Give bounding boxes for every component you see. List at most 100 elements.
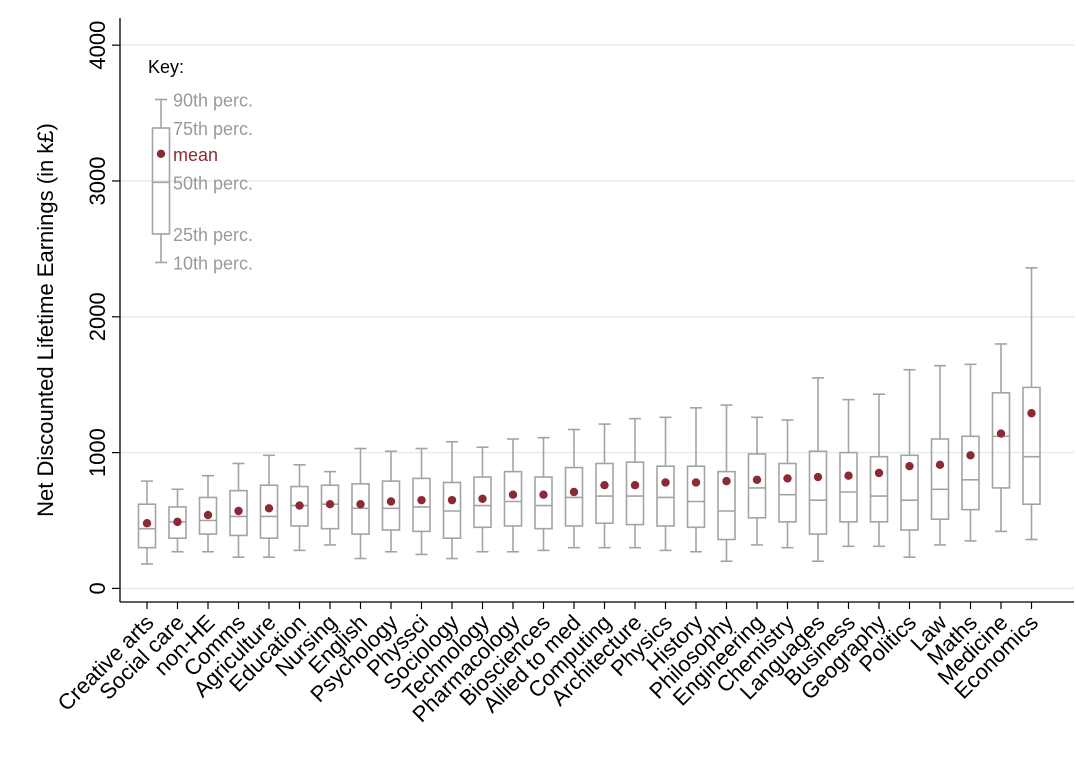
y-axis-label: Net Discounted Lifetime Earnings (in k£)	[33, 123, 58, 517]
mean-dot	[325, 500, 335, 509]
iqr-box	[625, 461, 645, 526]
iqr-box	[259, 484, 279, 539]
iqr-box	[473, 476, 492, 529]
mean-dot	[156, 149, 166, 159]
mean-dot	[630, 481, 640, 490]
box-19	[717, 404, 736, 563]
mean-dot	[1027, 409, 1036, 418]
mean-dot	[691, 478, 701, 487]
box-22	[808, 377, 828, 563]
box-11	[473, 446, 492, 553]
mean-dot	[539, 490, 548, 499]
key-label-p50: 50th perc.	[173, 173, 253, 193]
box-9	[412, 447, 431, 556]
iqr-box	[229, 489, 248, 537]
iqr-box	[930, 438, 950, 520]
iqr-box	[503, 470, 523, 527]
mean-dot	[417, 495, 426, 505]
mean-dot	[478, 494, 487, 503]
iqr-box	[534, 476, 553, 530]
box-16	[625, 417, 645, 549]
mean-dot	[386, 497, 396, 506]
mean-dot	[569, 487, 579, 497]
box-29	[1022, 267, 1041, 541]
box-15	[595, 423, 614, 549]
box-20	[747, 416, 767, 546]
mean-dot	[447, 495, 457, 505]
box-17	[656, 416, 675, 552]
iqr-box	[412, 477, 431, 533]
mean-dot	[234, 506, 243, 516]
grid-lines	[120, 44, 1074, 590]
iqr-box	[198, 496, 218, 535]
axes: 0 1000 2000 3000 4000	[85, 18, 1074, 609]
mean-dot	[844, 471, 853, 480]
iqr-box	[961, 435, 980, 511]
mean-dot	[173, 517, 182, 527]
y-tick-label: 3000	[85, 157, 110, 206]
box-4	[259, 454, 279, 558]
mean-dot	[996, 429, 1006, 438]
box-28	[991, 343, 1011, 533]
box-0	[137, 480, 157, 565]
box-25	[900, 368, 919, 558]
mean-dot	[264, 504, 274, 513]
iqr-box	[869, 455, 889, 523]
mean-dot	[813, 472, 823, 482]
mean-dot	[661, 478, 670, 487]
iqr-box	[320, 484, 340, 530]
box-1	[168, 488, 187, 553]
mean-dot	[295, 501, 304, 510]
key-label-p75: 75th perc.	[173, 119, 253, 139]
box-23	[839, 398, 858, 548]
mean-dot	[905, 461, 914, 471]
mean-dot	[600, 481, 609, 490]
iqr-box	[686, 465, 706, 529]
box-27	[961, 363, 980, 542]
mean-dot	[356, 500, 365, 509]
iqr-box	[1022, 386, 1041, 506]
key-label-p90: 90th perc.	[173, 90, 253, 110]
iqr-box	[747, 453, 767, 519]
mean-dot	[752, 475, 762, 484]
key-label-p10: 10th perc.	[173, 253, 253, 273]
y-tick-label: 1000	[85, 428, 110, 477]
key-label-p25: 25th perc.	[173, 225, 253, 245]
key-title: Key:	[148, 57, 184, 77]
key-label-mean: mean	[173, 145, 218, 165]
iqr-box	[151, 127, 171, 235]
box-21	[778, 419, 797, 549]
box-5	[290, 464, 309, 552]
mean-dot	[722, 476, 731, 486]
box-6	[320, 470, 340, 546]
key-legend: Key: 90th perc. 75th perc. mean 50th perc. 25…	[148, 57, 253, 273]
box-8	[381, 450, 401, 553]
iqr-box	[778, 462, 797, 523]
box-24	[869, 393, 889, 548]
box-26	[930, 364, 950, 546]
iqr-box	[717, 470, 736, 541]
box-key	[151, 98, 171, 264]
y-tick-label: 0	[85, 582, 110, 594]
box-12	[503, 438, 523, 553]
box-18	[686, 406, 706, 553]
iqr-box	[991, 392, 1011, 489]
box-2	[198, 474, 218, 553]
iqr-box	[656, 465, 675, 527]
mean-dot	[874, 468, 884, 478]
y-tick-label: 4000	[85, 21, 110, 70]
box-3	[229, 462, 248, 558]
iqr-box	[808, 450, 828, 535]
box-13	[534, 436, 553, 552]
iqr-box	[839, 451, 858, 523]
box-10	[442, 440, 462, 560]
mean-dot	[966, 451, 975, 460]
box-7	[351, 447, 370, 560]
mean-dot	[935, 460, 945, 470]
box-14	[564, 428, 584, 549]
y-tick-label: 2000	[85, 292, 110, 341]
mean-dot	[203, 510, 213, 520]
iqr-box	[137, 503, 157, 549]
